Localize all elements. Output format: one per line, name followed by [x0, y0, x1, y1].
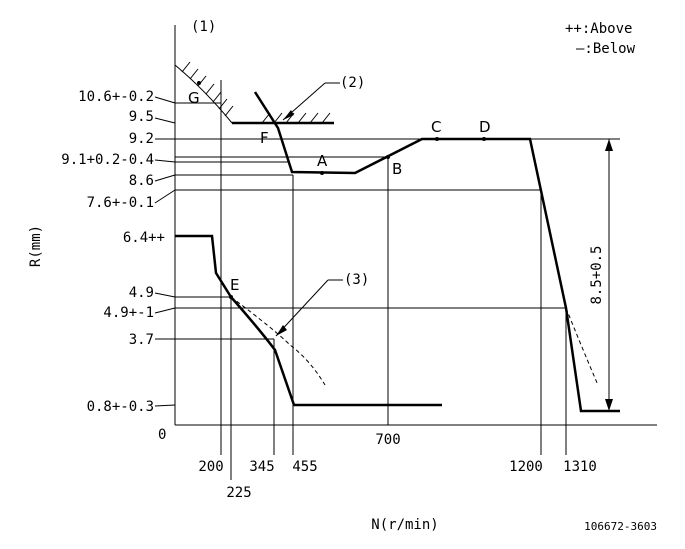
point-d-marker — [482, 137, 486, 141]
callout-2: (2) — [340, 75, 365, 91]
x-label-1200: 1200 — [509, 459, 543, 475]
callout-3: (3) — [344, 272, 369, 288]
idle-curve — [175, 234, 442, 407]
stop-hatch-curve — [174, 61, 234, 124]
point-f-label: F — [260, 129, 269, 147]
y-label-8-6: 8.6 — [129, 173, 154, 189]
y-label-0-8: 0.8+-0.3 — [87, 399, 154, 415]
legend-below: —:Below — [576, 41, 636, 57]
y-label-7-6: 7.6+-0.1 — [87, 195, 154, 211]
drawing-number: 106672-3603 — [584, 520, 657, 533]
callout-2-arrow — [283, 110, 294, 120]
span-arrow-bottom — [605, 399, 613, 411]
point-a-marker — [320, 171, 324, 175]
leader-4-9-tol — [154, 307, 176, 314]
point-c-marker — [435, 137, 439, 141]
callout-3-leader — [275, 279, 329, 337]
point-a-label: A — [317, 152, 328, 170]
point-e-label: E — [230, 276, 239, 294]
x-label-225: 225 — [226, 485, 251, 501]
y-label-4-9: 4.9 — [129, 285, 154, 301]
x-label-1310: 1310 — [563, 459, 597, 475]
y-label-4-9-tol: 4.9+-1 — [103, 305, 154, 321]
x-label-345: 345 — [249, 459, 274, 475]
dashed-cutoff-curve — [565, 307, 599, 386]
point-g-marker — [197, 81, 201, 85]
point-c-label: C — [431, 118, 441, 136]
point-d-label: D — [479, 118, 491, 136]
leader-9-5 — [154, 117, 176, 124]
full-load-curve — [253, 91, 620, 413]
x-axis-title: N(r/min) — [371, 517, 438, 533]
legend-above: ++:Above — [565, 21, 632, 37]
x-label-200: 200 — [198, 459, 223, 475]
point-g-label: G — [188, 89, 200, 107]
point-e-marker — [229, 295, 233, 299]
origin-label: 0 — [158, 427, 166, 443]
y-axis-title: R(mm) — [28, 225, 44, 267]
span-label: 8.5+0.5 — [589, 245, 605, 304]
span-arrow-top — [605, 139, 613, 151]
leader-10-6 — [154, 96, 176, 104]
y-label-3-7: 3.7 — [129, 332, 154, 348]
stop-hatch-flat — [232, 112, 334, 125]
leader-0-8 — [154, 404, 176, 407]
y-label-9-1: 9.1+0.2-0.4 — [61, 152, 154, 168]
y-label-6-4: 6.4++ — [123, 230, 165, 246]
leader-8-6 — [154, 174, 176, 182]
leader-4-9 — [154, 292, 176, 298]
point-b-label: B — [392, 160, 402, 178]
y-label-9-2: 9.2 — [129, 131, 154, 147]
y-label-10-6: 10.6+-0.2 — [78, 89, 154, 105]
point-b-marker — [386, 155, 390, 159]
x-label-700: 700 — [375, 432, 400, 448]
y-label-9-5: 9.5 — [129, 109, 154, 125]
x-label-455: 455 — [292, 459, 317, 475]
dashed-idle-curve — [230, 296, 326, 386]
header-label: (1) — [191, 19, 216, 35]
leader-7-6 — [154, 189, 176, 204]
leader-9-1 — [154, 159, 176, 163]
callout-3-arrow — [276, 325, 287, 336]
